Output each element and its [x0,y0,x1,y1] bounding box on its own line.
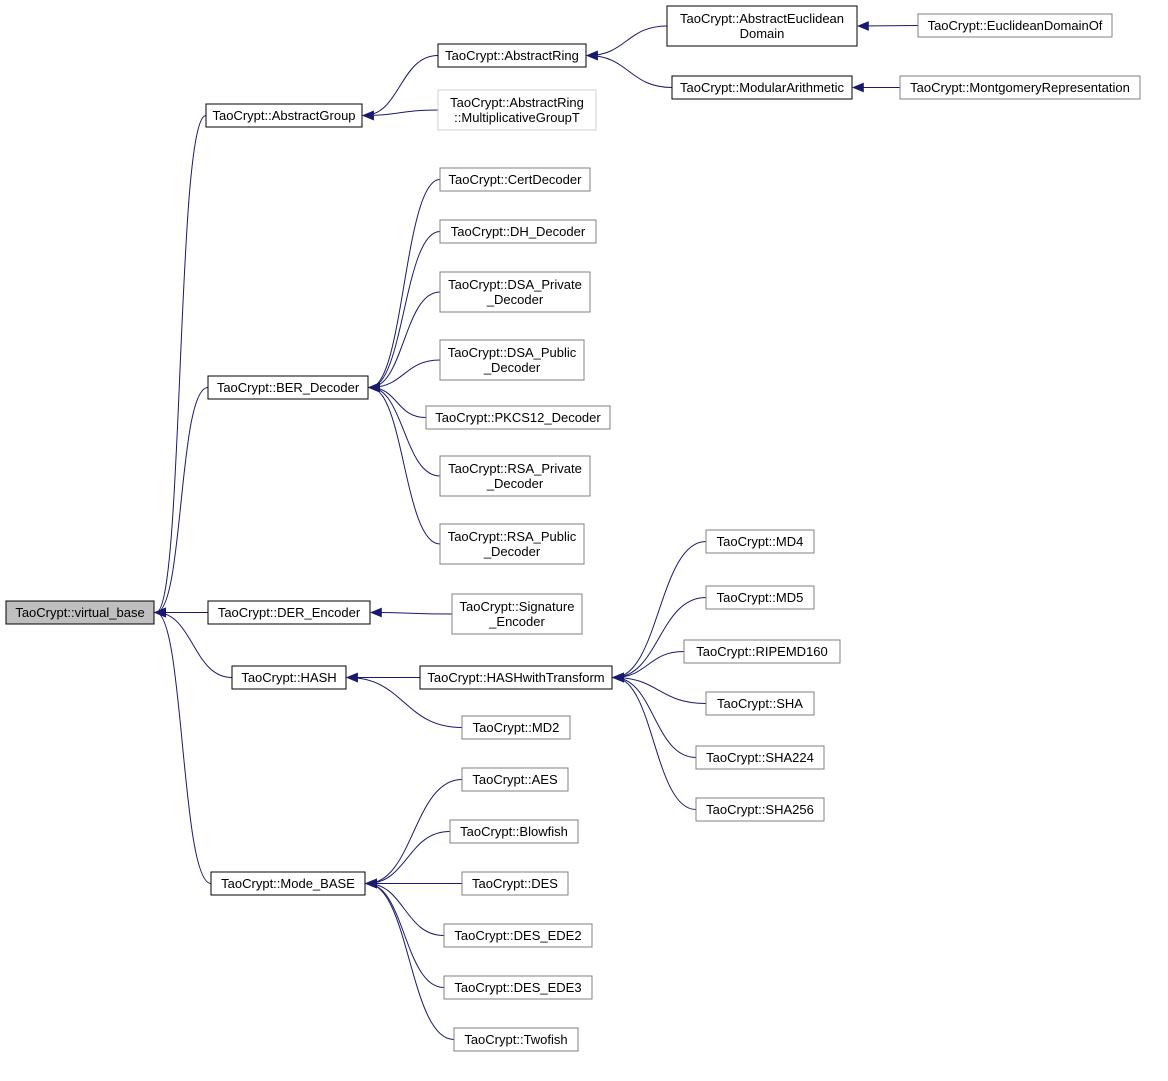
node-AbstractEuclideanDomain[interactable]: TaoCrypt::AbstractEuclideanDomain [667,6,857,46]
arrowhead [586,51,598,61]
node-box[interactable] [211,872,365,895]
edge-AbstractGroup-to-virtual_base [156,116,206,613]
edge-ModularArithmetic-to-AbstractRing [588,56,672,88]
edge-MD5-to-HASHwithTransform [614,598,706,678]
arrowhead [857,21,869,31]
node-box[interactable] [206,104,362,127]
node-box[interactable] [706,692,814,715]
edge-DES_EDE2-to-Mode_BASE [367,884,444,936]
node-box[interactable] [444,924,592,947]
node-DES[interactable]: TaoCrypt::DES [462,872,568,895]
node-box[interactable] [696,798,824,821]
node-box[interactable] [454,1028,578,1051]
node-HASHwithTransform[interactable]: TaoCrypt::HASHwithTransform [420,666,612,689]
node-box[interactable] [452,594,582,634]
node-box[interactable] [440,220,596,243]
node-box[interactable] [706,530,814,553]
edge-Twofish-to-Mode_BASE [367,884,454,1040]
node-DSA_Public_Decoder[interactable]: TaoCrypt::DSA_Public_Decoder [440,340,584,380]
node-box[interactable] [696,746,824,769]
node-SHA256[interactable]: TaoCrypt::SHA256 [696,798,824,821]
edge-DH_Decoder-to-BER_Decoder [370,232,440,388]
node-DES_EDE2[interactable]: TaoCrypt::DES_EDE2 [444,924,592,947]
node-box[interactable] [462,768,568,791]
node-CertDecoder[interactable]: TaoCrypt::CertDecoder [440,168,590,191]
edge-AbstractRing-to-AbstractGroup [364,56,438,116]
node-RIPEMD160[interactable]: TaoCrypt::RIPEMD160 [684,640,840,663]
node-box[interactable] [208,601,370,624]
edge-PKCS12_Decoder-to-BER_Decoder [370,388,426,418]
arrowhead [368,383,380,393]
node-AbstractGroup[interactable]: TaoCrypt::AbstractGroup [206,104,362,127]
arrowhead [852,83,864,93]
node-box[interactable] [918,14,1112,37]
node-box[interactable] [667,6,857,46]
node-box[interactable] [450,820,578,843]
edge-BER_Decoder-to-virtual_base [156,388,208,613]
node-AES[interactable]: TaoCrypt::AES [462,768,568,791]
node-box[interactable] [440,340,584,380]
node-box[interactable] [420,666,612,689]
node-Twofish[interactable]: TaoCrypt::Twofish [454,1028,578,1051]
node-SHA224[interactable]: TaoCrypt::SHA224 [696,746,824,769]
edge-Mode_BASE-to-virtual_base [156,613,211,884]
node-DSA_Private_Decoder[interactable]: TaoCrypt::DSA_Private_Decoder [440,272,590,312]
node-DH_Decoder[interactable]: TaoCrypt::DH_Decoder [440,220,596,243]
arrowhead [370,608,382,618]
node-box[interactable] [706,586,814,609]
node-box[interactable] [232,666,346,689]
node-MontgomeryRepresentation[interactable]: TaoCrypt::MontgomeryRepresentation [900,76,1140,99]
arrowhead [612,673,624,683]
edge-Signature_Encoder-to-DER_Encoder [372,613,452,615]
edge-DES_EDE3-to-Mode_BASE [367,884,444,988]
node-SHA[interactable]: TaoCrypt::SHA [706,692,814,715]
arrowhead [365,879,377,889]
edge-RIPEMD160-to-HASHwithTransform [614,652,684,678]
node-Blowfish[interactable]: TaoCrypt::Blowfish [450,820,578,843]
node-box[interactable] [426,406,610,429]
node-box[interactable] [672,76,852,99]
node-DES_EDE3[interactable]: TaoCrypt::DES_EDE3 [444,976,592,999]
node-Mode_BASE[interactable]: TaoCrypt::Mode_BASE [211,872,365,895]
node-MD5[interactable]: TaoCrypt::MD5 [706,586,814,609]
node-EuclideanDomainOf[interactable]: TaoCrypt::EuclideanDomainOf [918,14,1112,37]
node-box[interactable] [462,872,568,895]
class-hierarchy-diagram: TaoCrypt::virtual_base TaoCrypt::Abstract… [0,0,1168,1081]
node-box[interactable] [440,168,590,191]
node-Signature_Encoder[interactable]: TaoCrypt::Signature_Encoder [452,594,582,634]
node-MultiplicativeGroupT[interactable]: TaoCrypt::AbstractRing::MultiplicativeGr… [438,90,596,130]
edge-SHA256-to-HASHwithTransform [614,678,696,810]
node-RSA_Public_Decoder[interactable]: TaoCrypt::RSA_Public_Decoder [440,524,584,564]
node-box[interactable] [440,272,590,312]
node-AbstractRing[interactable]: TaoCrypt::AbstractRing [438,44,586,67]
node-HASH[interactable]: TaoCrypt::HASH [232,666,346,689]
node-MD2[interactable]: TaoCrypt::MD2 [462,716,570,739]
edge-Blowfish-to-Mode_BASE [367,832,450,884]
arrowhead [346,673,358,683]
node-box[interactable] [444,976,592,999]
nodes-layer: TaoCrypt::virtual_base TaoCrypt::Abstract… [6,6,1140,1051]
node-box[interactable] [462,716,570,739]
arrowhead [362,111,374,121]
node-box[interactable] [440,456,590,496]
node-box[interactable] [900,76,1140,99]
node-box[interactable] [438,44,586,67]
node-MD4[interactable]: TaoCrypt::MD4 [706,530,814,553]
node-virtual_base: TaoCrypt::virtual_base [6,601,154,624]
node-ModularArithmetic[interactable]: TaoCrypt::ModularArithmetic [672,76,852,99]
node-box[interactable] [208,376,368,399]
node-RSA_Private_Decoder[interactable]: TaoCrypt::RSA_Private_Decoder [440,456,590,496]
edge-CertDecoder-to-BER_Decoder [370,180,440,388]
node-box[interactable] [440,524,584,564]
edge-RSA_Private_Decoder-to-BER_Decoder [370,388,440,477]
node-box[interactable] [684,640,840,663]
node-box[interactable] [438,90,596,130]
node-BER_Decoder[interactable]: TaoCrypt::BER_Decoder [208,376,368,399]
node-box [6,601,154,624]
edge-AbstractEuclideanDomain-to-AbstractRing [588,26,667,56]
node-DER_Encoder[interactable]: TaoCrypt::DER_Encoder [208,601,370,624]
node-PKCS12_Decoder[interactable]: TaoCrypt::PKCS12_Decoder [426,406,610,429]
